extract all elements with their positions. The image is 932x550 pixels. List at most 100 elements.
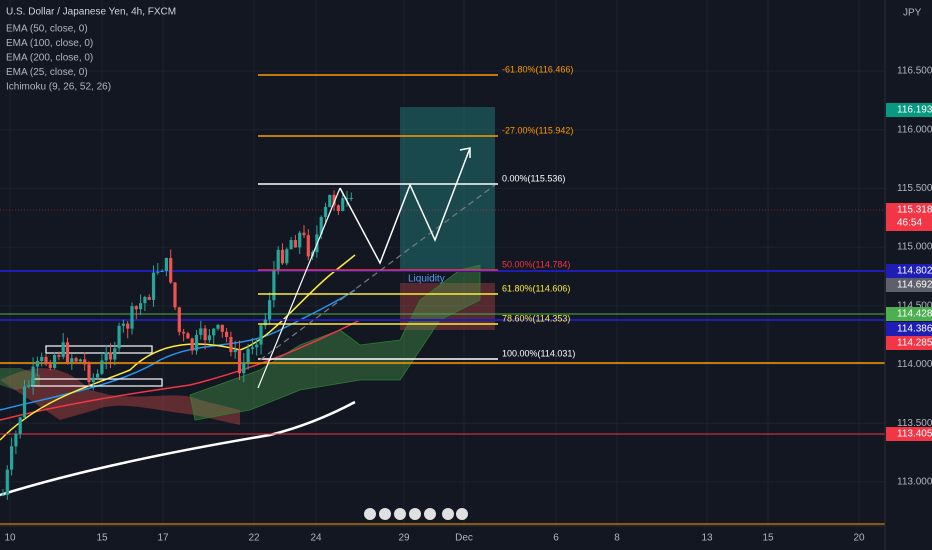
candle-body bbox=[27, 384, 31, 387]
candle-body bbox=[104, 352, 108, 361]
candle-body bbox=[182, 331, 186, 334]
candle-body bbox=[190, 338, 194, 351]
candle-body bbox=[70, 358, 74, 363]
candle-body bbox=[44, 356, 48, 365]
candle-body bbox=[345, 198, 349, 200]
candle-body bbox=[242, 362, 246, 374]
trend-line bbox=[257, 187, 341, 389]
candles bbox=[1, 190, 353, 500]
candle-body bbox=[164, 257, 168, 271]
candle-body bbox=[225, 331, 229, 337]
indicator: EMA (25, close, 0) bbox=[6, 67, 88, 78]
price-tag bbox=[886, 307, 932, 321]
candle-body bbox=[130, 306, 134, 329]
candle-body bbox=[169, 257, 173, 283]
candle-body bbox=[203, 328, 207, 341]
candle-body bbox=[134, 306, 138, 310]
candle-body bbox=[147, 296, 151, 300]
indicator: EMA (100, close, 0) bbox=[6, 38, 93, 49]
price-axis: 116.500 116.000 115.500 115.000 114.500 114.0… bbox=[897, 66, 932, 488]
candle-body bbox=[268, 300, 272, 320]
candle-body bbox=[199, 328, 203, 335]
candle-body bbox=[31, 366, 35, 385]
fib-label: -27.00%(115.942) bbox=[502, 125, 573, 135]
candle-body bbox=[83, 359, 87, 365]
candle-body bbox=[332, 194, 336, 206]
header: U.S. Dollar / Japanese Yen, 4h, FXCM EMA … bbox=[6, 7, 176, 93]
candle-body bbox=[74, 358, 78, 362]
candle-body bbox=[5, 469, 9, 495]
cloud-bull bbox=[189, 264, 481, 421]
candle-body bbox=[61, 342, 65, 357]
price-tag bbox=[886, 264, 932, 278]
price-label: 114.500 bbox=[897, 300, 932, 311]
price-tag-label: 115.318 bbox=[897, 205, 932, 216]
fib-label: 61.80%(114.606) bbox=[502, 283, 570, 293]
event-icon[interactable] bbox=[379, 508, 391, 520]
candle-body bbox=[263, 319, 267, 326]
candle-body bbox=[160, 270, 164, 272]
time-label: Dec bbox=[455, 533, 473, 544]
cloud-bull-left bbox=[0, 368, 40, 390]
price-tag bbox=[886, 427, 932, 441]
candle-body bbox=[96, 373, 100, 378]
time-label: 6 bbox=[553, 533, 559, 544]
event-icons bbox=[364, 508, 468, 520]
candle-body bbox=[280, 249, 285, 264]
fibonacci: -61.80%(116.466) -27.00%(115.942) 0.00%(11… bbox=[258, 64, 575, 360]
candle-body bbox=[173, 282, 177, 308]
price-tag-label: 114.428 bbox=[897, 309, 932, 320]
candle-body bbox=[289, 240, 293, 250]
title: U.S. Dollar / Japanese Yen, 4h, FXCM bbox=[6, 7, 176, 18]
candle-body bbox=[100, 360, 104, 374]
price-tag-label: 114.692 bbox=[897, 280, 932, 291]
candle-body bbox=[220, 324, 224, 332]
candle-body bbox=[306, 235, 310, 257]
candle-body bbox=[272, 269, 276, 301]
fib-label: -61.80%(116.466) bbox=[502, 64, 573, 74]
candle-body bbox=[87, 364, 91, 383]
indicator: EMA (50, close, 0) bbox=[6, 24, 88, 35]
candle-body bbox=[117, 325, 121, 349]
time-label: 8 bbox=[614, 533, 620, 544]
price-tag-label: 114.285 bbox=[897, 338, 932, 349]
price-label: 113.000 bbox=[897, 477, 932, 488]
candle-body bbox=[78, 359, 82, 362]
event-icon[interactable] bbox=[409, 508, 421, 520]
candle-body bbox=[229, 336, 233, 353]
price-label: 115.000 bbox=[897, 242, 932, 253]
currency: JPY bbox=[903, 8, 922, 19]
candle-body bbox=[113, 348, 117, 360]
price-tags: 116.193 115.318 46:54 114.802 114.692 114.428… bbox=[886, 103, 932, 441]
event-icon[interactable] bbox=[424, 508, 436, 520]
event-icon[interactable] bbox=[442, 508, 454, 520]
candle-body bbox=[237, 349, 242, 374]
event-icon[interactable] bbox=[456, 508, 468, 520]
event-icon[interactable] bbox=[394, 508, 406, 520]
event-icon[interactable] bbox=[364, 508, 376, 520]
time-label: 13 bbox=[701, 533, 713, 544]
candle-body bbox=[65, 342, 70, 363]
price-label: 116.500 bbox=[897, 66, 932, 77]
candle-body bbox=[48, 364, 52, 368]
indicator: EMA (200, close, 0) bbox=[6, 53, 93, 64]
candle-body bbox=[14, 433, 18, 447]
price-tag bbox=[886, 322, 932, 336]
time-label: 24 bbox=[310, 533, 322, 544]
price-tag bbox=[886, 103, 932, 117]
candle-body bbox=[341, 198, 345, 212]
candle-body bbox=[323, 206, 328, 218]
candle-body bbox=[1, 494, 5, 496]
ema-100 bbox=[0, 319, 361, 421]
candle-body bbox=[336, 205, 340, 212]
candle-body bbox=[259, 325, 263, 345]
price-tag bbox=[886, 278, 932, 292]
price-label: 116.000 bbox=[897, 124, 932, 135]
candle-body bbox=[91, 377, 95, 383]
ema-200 bbox=[0, 400, 356, 497]
candle-body bbox=[233, 349, 237, 353]
candle-body bbox=[285, 249, 289, 264]
time-label: 10 bbox=[4, 533, 16, 544]
projection bbox=[339, 147, 471, 265]
